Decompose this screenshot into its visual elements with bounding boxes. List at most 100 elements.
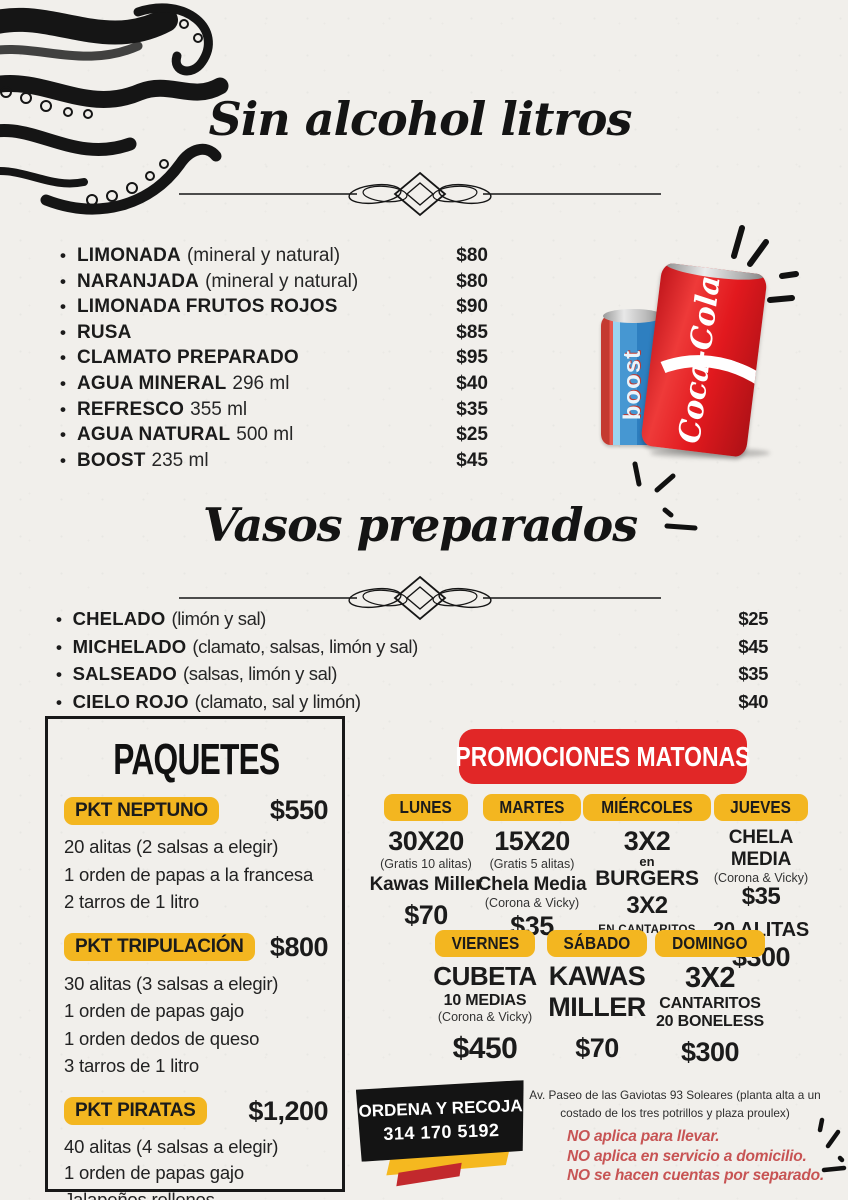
item-name: AGUA MINERAL <box>76 372 227 394</box>
address-text: Av. Paseo de las Gaviotas 93 Soleares (p… <box>520 1086 830 1122</box>
ornament-divider-icon <box>179 168 661 220</box>
package-price: $800 <box>269 931 329 962</box>
package-price: $550 <box>269 795 329 825</box>
cola-can-image: Coca-Cola <box>640 262 768 458</box>
promo-item: KAWAS <box>548 961 646 991</box>
package-name-badge: PKT TRIPULACIÓN <box>64 933 255 961</box>
day-badge: MARTES <box>483 794 581 821</box>
package-line: 30 alitas (3 salsas a elegir) <box>64 972 279 994</box>
package-line: 1 orden de papas a la francesa <box>64 863 314 885</box>
menu-item: RUSA $85 <box>60 320 488 346</box>
item-price: $80 <box>456 270 488 292</box>
item-name: CHELADO <box>72 608 166 629</box>
item-price: $90 <box>456 296 488 318</box>
item-price: $85 <box>456 321 488 343</box>
item-price: $45 <box>456 449 488 471</box>
promo-price: $300 <box>680 1037 740 1067</box>
promo-item: Kawas Miller <box>369 874 483 895</box>
vasos-list: CHELADO(limón y sal) $25 MICHELADO(clamat… <box>56 606 769 717</box>
package-lines: 30 alitas (3 salsas a elegir) 1 orden de… <box>64 970 328 1080</box>
item-desc: (mineral y natural) <box>186 245 341 266</box>
package-header: PKT PIRATAS $1,200 <box>64 1096 328 1127</box>
item-name: REFRESCO <box>76 398 185 420</box>
item-desc: (clamato, salsas, limón y sal) <box>192 635 418 657</box>
address-line: Av. Paseo de las Gaviotas 93 Soleares (p… <box>529 1088 821 1102</box>
promo-item: CANTARITOS <box>659 995 761 1012</box>
item-price: $80 <box>456 245 488 266</box>
item-price: $95 <box>456 347 488 369</box>
item-desc: (mineral y natural) <box>205 270 359 292</box>
package-name-badge: PKT NEPTUNO <box>64 796 219 825</box>
item-name: LIMONADA <box>76 245 181 266</box>
item-price: $40 <box>738 690 768 712</box>
promo-offer: 3X2 <box>626 892 668 919</box>
disclaimer-line: NO aplica en servicio a domicilio. <box>567 1147 807 1165</box>
promo-item: 10 MEDIAS <box>443 992 527 1009</box>
package-line: 1 orden de papas gajo <box>64 1162 244 1183</box>
package-line: 20 alitas (2 salsas a elegir) <box>64 836 279 857</box>
promo-price: $35 <box>741 883 781 910</box>
menu-item: SALSEADO(salsas, limón y sal) $35 <box>56 661 769 689</box>
promo-note: (Gratis 10 alitas) <box>380 857 472 871</box>
promos-banner-label: PROMOCIONES MATONAS <box>455 740 751 772</box>
item-name: CLAMATO PREPARADO <box>76 347 299 369</box>
item-desc: 235 ml <box>151 449 209 471</box>
promo-day-domingo: DOMINGO 3X2 CANTARITOS 20 BONELESS $300 <box>650 930 770 1068</box>
menu-item: NARANJADA(mineral y natural) $80 <box>60 269 488 295</box>
menu-item: CIELO ROJO(clamato, sal y limón) $40 <box>56 689 769 717</box>
item-desc: (salsas, limón y sal) <box>182 663 337 684</box>
pickup-phone: 314 170 5192 <box>383 1119 500 1145</box>
pickup-title: ORDENA Y RECOJA <box>358 1096 523 1121</box>
menu-item: MICHELADO(clamato, salsas, limón y sal) $… <box>56 634 769 662</box>
promo-day-viernes: VIERNES CUBETA 10 MEDIAS (Corona & Vicky… <box>425 930 545 1066</box>
section-title-vasos: Vasos preparados <box>202 498 638 552</box>
item-desc: 296 ml <box>232 372 290 394</box>
promo-price: $450 <box>452 1032 518 1065</box>
promo-note: (Gratis 5 alitas) <box>489 857 575 871</box>
promo-offer: 15X20 <box>494 826 570 856</box>
item-price: $25 <box>738 608 768 629</box>
promo-item: 20 BONELESS <box>655 1013 765 1030</box>
promo-offer: 3X2 <box>684 962 736 994</box>
item-name: BOOST <box>76 449 146 471</box>
day-badge: DOMINGO <box>655 930 765 957</box>
package-line: Jalapeños rellenos <box>64 1188 215 1200</box>
package-lines: 40 alitas (4 salsas a elegir) 1 orden de… <box>64 1134 328 1200</box>
promo-day-miercoles: MIÉRCOLES 3X2 en BURGERS 3X2 EN CANTARIT… <box>582 794 712 936</box>
promo-day-sabado: SÁBADO KAWAS MILLER $70 <box>537 930 657 1064</box>
item-desc: 500 ml <box>236 424 294 446</box>
paquetes-title: PAQUETES <box>112 735 280 784</box>
package-line: 1 orden dedos de queso <box>64 1027 260 1049</box>
day-badge: VIERNES <box>434 930 536 957</box>
promo-item: Chela Media <box>477 874 587 895</box>
promo-day-lunes: LUNES 30X20 (Gratis 10 alitas) Kawas Mil… <box>366 794 486 931</box>
item-name: RUSA <box>76 321 132 343</box>
item-desc: 355 ml <box>190 398 248 420</box>
boost-can-label: boost <box>619 350 646 421</box>
item-name: SALSEADO <box>72 663 177 684</box>
item-desc: (limón y sal) <box>171 608 266 629</box>
day-badge: LUNES <box>384 794 468 821</box>
item-desc: (clamato, sal y limón) <box>194 690 361 712</box>
menu-item: LIMONADA FRUTOS ROJOS $90 <box>60 294 488 320</box>
item-price: $35 <box>738 663 768 684</box>
promo-offer: 30X20 <box>388 826 464 856</box>
item-name: LIMONADA FRUTOS ROJOS <box>76 296 338 318</box>
promos-banner: PROMOCIONES MATONAS <box>455 729 751 784</box>
promo-item: BURGERS <box>595 867 699 890</box>
promo-note: en <box>639 854 655 869</box>
disclaimers: NO aplica para llevar. NO aplica en serv… <box>567 1127 824 1186</box>
package-header: PKT NEPTUNO $550 <box>64 795 329 826</box>
promo-price: $70 <box>575 1033 619 1063</box>
package-line: 2 tarros de 1 litro <box>64 891 200 912</box>
sparkle-icon <box>632 461 698 531</box>
item-name: NARANJADA <box>76 270 200 292</box>
menu-item: CLAMATO PREPARADO $95 <box>60 345 488 371</box>
promo-note: (Corona & Vicky) <box>484 896 580 910</box>
menu-item: LIMONADA(mineral y natural) $80 <box>60 243 488 269</box>
promo-item: CUBETA <box>433 961 537 991</box>
package-price: $1,200 <box>248 1095 328 1126</box>
disclaimer-line: NO se hacen cuentas por separado. <box>567 1167 824 1184</box>
